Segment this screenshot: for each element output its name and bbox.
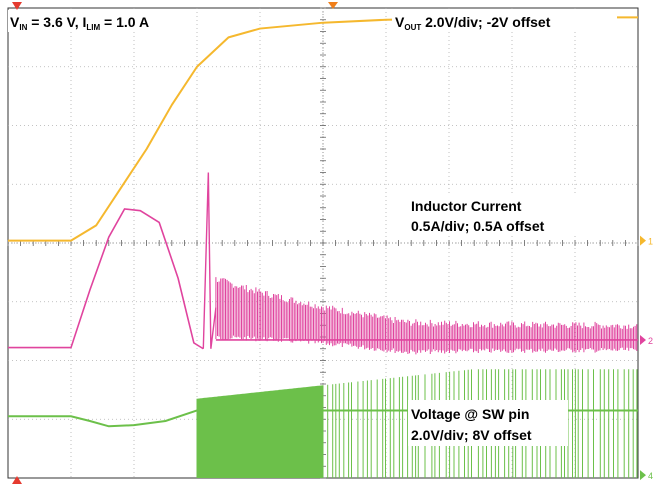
marker-ch1-label: 1 (648, 237, 653, 247)
trace-inductor-spike (202, 172, 217, 349)
marker-ch4-label: 4 (648, 471, 653, 481)
channel-markers: 1 2 4 (12, 2, 653, 484)
time-ref-marker (328, 2, 338, 9)
marker-ch1-arrow (640, 235, 646, 246)
label-bg-sw (408, 400, 568, 446)
trigger-top-marker (12, 2, 22, 10)
label-bg-vout (392, 10, 617, 32)
label-sw-line1: Voltage @ SW pin (411, 406, 529, 422)
label-inductor-line1: Inductor Current (411, 198, 522, 214)
marker-ch2-label: 2 (648, 336, 653, 346)
label-bg-top-left (8, 10, 178, 32)
label-inductor-line2: 0.5A/div; 0.5A offset (411, 218, 545, 234)
label-top-left: VIN = 3.6 V, ILIM = 1.0 A (10, 14, 149, 32)
annotations: VIN = 3.6 V, ILIM = 1.0 A VOUT 2.0V/div;… (8, 10, 617, 446)
trace-inductor-current (8, 208, 204, 350)
label-bg-inductor (408, 194, 586, 236)
marker-ch4-arrow (640, 470, 646, 481)
label-sw-line2: 2.0V/div; 8V offset (411, 427, 532, 443)
trace-sw-voltage (8, 409, 198, 428)
traces (8, 16, 638, 478)
label-vout: VOUT 2.0V/div; -2V offset (395, 14, 551, 32)
trigger-bottom-marker (12, 476, 22, 484)
trace-inductor-ringing (215, 277, 638, 355)
marker-ch2-arrow (640, 334, 646, 345)
